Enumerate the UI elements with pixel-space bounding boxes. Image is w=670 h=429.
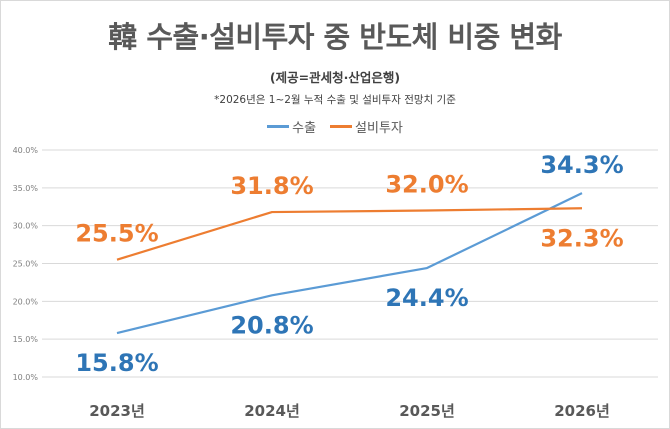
- data-label: 15.8%: [75, 349, 158, 377]
- data-label: 24.4%: [385, 284, 468, 312]
- legend-swatch-export: [267, 125, 290, 128]
- legend: 수출 설비투자: [0, 117, 670, 136]
- data-label: 34.3%: [540, 151, 623, 179]
- series-line-export: [116, 192, 583, 335]
- x-tick-label: 2025년: [399, 402, 455, 420]
- data-label: 32.0%: [385, 171, 468, 199]
- y-tick-label: 30.0%: [13, 222, 39, 231]
- y-tick-label: 20.0%: [13, 297, 39, 306]
- y-tick-label: 25.0%: [13, 260, 39, 269]
- data-label: 25.5%: [75, 220, 158, 248]
- x-tick-label: 2023년: [89, 402, 145, 420]
- data-label: 20.8%: [230, 311, 313, 339]
- y-tick-label: 10.0%: [13, 373, 39, 382]
- chart-subtitle: (제공=관세청·산업은행): [269, 70, 401, 85]
- legend-item-investment: 설비투자: [330, 117, 403, 136]
- legend-label-export: 수출: [292, 121, 317, 136]
- chart-note: *2026년은 1~2월 누적 수출 및 설비투자 전망치 기준: [214, 94, 456, 106]
- legend-item-export: 수출: [267, 117, 316, 136]
- data-label: 32.3%: [540, 224, 623, 252]
- y-tick-label: 15.0%: [13, 335, 39, 344]
- y-tick-label: 40.0%: [13, 146, 39, 155]
- x-tick-label: 2026년: [554, 402, 610, 420]
- data-label: 31.8%: [230, 172, 313, 200]
- legend-swatch-investment: [330, 125, 353, 128]
- legend-label-investment: 설비투자: [355, 121, 403, 136]
- y-tick-label: 35.0%: [13, 184, 39, 193]
- chart-title: 韓 수출·설비투자 중 반도체 비중 변화: [108, 20, 562, 54]
- series-line-investment: [116, 207, 583, 261]
- x-tick-label: 2024년: [244, 402, 300, 420]
